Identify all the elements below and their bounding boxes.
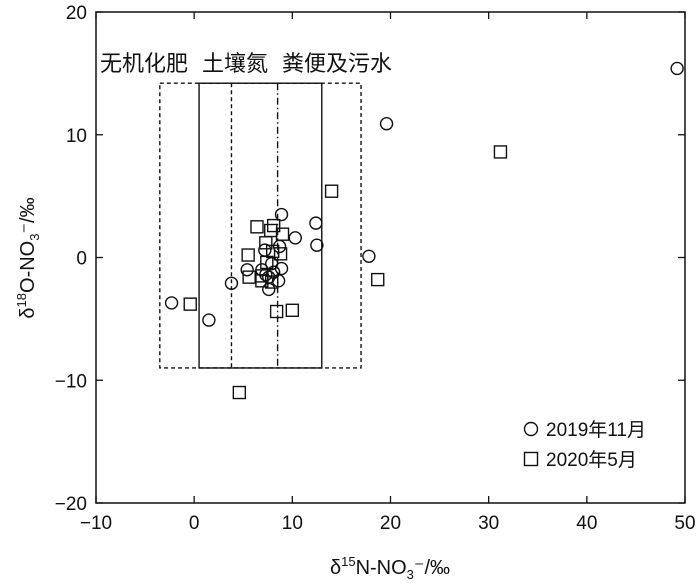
point-2019-circle bbox=[309, 216, 323, 230]
point-2019-circle bbox=[288, 231, 302, 245]
y-tick-label: 10 bbox=[66, 126, 87, 147]
point-2019-circle bbox=[164, 296, 179, 310]
point-2019-circle bbox=[224, 276, 239, 290]
legend-circle-marker bbox=[523, 421, 539, 437]
point-2020-square bbox=[371, 272, 385, 287]
point-2020-square bbox=[264, 223, 278, 238]
point-2019-circle bbox=[272, 239, 287, 254]
point-2019-circle bbox=[362, 249, 376, 263]
x-tick-label: 40 bbox=[576, 513, 597, 534]
point-2020-square bbox=[250, 220, 264, 234]
point-2019-circle bbox=[202, 313, 216, 327]
y-tick-label: −10 bbox=[55, 371, 87, 392]
point-2020-square bbox=[260, 255, 274, 270]
x-tick-label: −10 bbox=[80, 513, 112, 534]
point-2020-square bbox=[242, 270, 256, 284]
legend: 2019年11月 2020年5月 bbox=[523, 419, 646, 471]
point-2019-circle bbox=[379, 117, 394, 131]
legend-label-2020: 2020年5月 bbox=[546, 449, 637, 471]
source-regions bbox=[159, 82, 362, 369]
x-tick-label: 0 bbox=[189, 513, 200, 534]
point-2020-square bbox=[266, 218, 281, 233]
point-2019-circle bbox=[240, 263, 254, 277]
y-tick-label: 0 bbox=[76, 249, 87, 270]
point-2020-square bbox=[285, 303, 300, 317]
x-axis-ticks: −10 0 10 20 30 40 50 bbox=[80, 12, 696, 534]
x-tick-label: 30 bbox=[478, 513, 499, 534]
y-axis-label: δ18O-NO3⁻/‰ bbox=[14, 197, 42, 318]
point-2020-square bbox=[241, 248, 255, 262]
x-tick-label: 10 bbox=[282, 513, 303, 534]
region-inorganic-fertilizer bbox=[159, 82, 362, 369]
point-2020-square bbox=[324, 184, 339, 198]
point-2020-square bbox=[269, 304, 284, 319]
legend-label-2019: 2019年11月 bbox=[546, 419, 646, 441]
x-axis-label: δ15N-NO3⁻/‰ bbox=[330, 554, 450, 582]
point-2020-square bbox=[183, 297, 197, 311]
point-2020-square bbox=[255, 274, 269, 288]
point-2019-circle bbox=[310, 238, 324, 252]
point-2019-circle bbox=[670, 61, 684, 76]
legend-square-marker bbox=[523, 451, 539, 467]
region-title: 无机化肥 土壤氮 粪便及污水 bbox=[100, 52, 392, 77]
point-2020-square bbox=[273, 247, 288, 261]
point-2020-square bbox=[493, 145, 508, 159]
point-2020-square bbox=[232, 385, 247, 400]
point-2020-square bbox=[265, 275, 279, 289]
y-tick-label: −20 bbox=[55, 494, 87, 515]
point-2019-circle bbox=[262, 282, 276, 297]
x-tick-label: 50 bbox=[674, 513, 695, 534]
y-axis-ticks: −20 −10 0 10 20 bbox=[55, 3, 685, 515]
region-soil-nitrogen bbox=[198, 82, 323, 369]
point-2020-square bbox=[275, 227, 290, 241]
y-tick-label: 20 bbox=[66, 3, 87, 24]
x-tick-label: 20 bbox=[380, 513, 401, 534]
data-points bbox=[164, 61, 684, 400]
point-2019-circle bbox=[274, 207, 289, 222]
